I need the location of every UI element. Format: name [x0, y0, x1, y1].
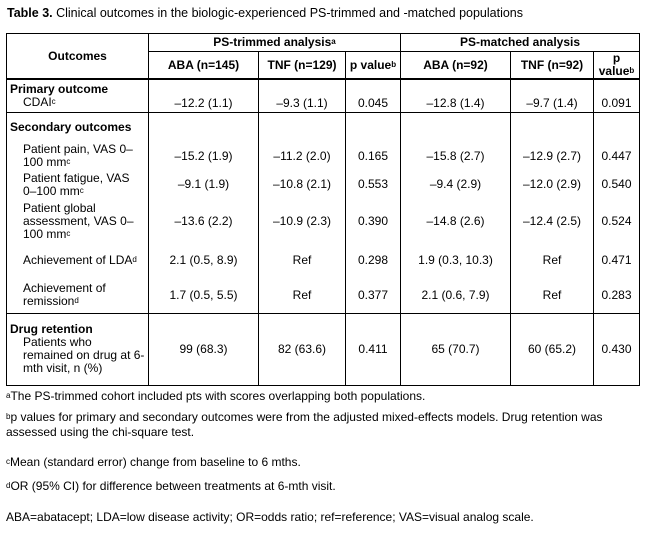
cell-value: 1.9 (0.3, 10.3) [400, 243, 511, 278]
cell-value: 0.447 [592, 142, 641, 170]
cell-value: –12.2 (1.1) [148, 79, 259, 113]
table-row: Patient fatigue, VAS 0–100 mmc –9.1 (1.9)… [6, 170, 641, 199]
cell-value: 0.390 [345, 199, 401, 243]
cell-value: 0.524 [592, 199, 641, 243]
cell-value: –15.8 (2.7) [400, 142, 511, 170]
header-outcomes: Outcomes [6, 33, 149, 80]
row-label: Achievement of remissiond [6, 278, 149, 314]
column-header: p valueb [592, 51, 641, 80]
column-header: TNF (n=129) [258, 51, 346, 80]
cell-value: 0.471 [592, 243, 641, 278]
cell-value: 1.7 (0.5, 5.5) [148, 278, 259, 314]
row-label: Patient fatigue, VAS 0–100 mmc [6, 170, 149, 199]
cell-value: –14.8 (2.6) [400, 199, 511, 243]
cell-value: 82 (63.6) [258, 313, 346, 386]
row-label: Primary outcome CDAIc [6, 79, 149, 113]
cell-value: 2.1 (0.5, 8.9) [148, 243, 259, 278]
cell-value: –12.0 (2.9) [510, 170, 594, 199]
cell-value: –9.1 (1.9) [148, 170, 259, 199]
table-title: Table 3. Clinical outcomes in the biolog… [7, 6, 524, 20]
cell-value: 0.283 [592, 278, 641, 314]
column-header: p valueb [345, 51, 401, 80]
table-row: Achievement of remissiond 1.7 (0.5, 5.5) R… [6, 278, 641, 314]
table-row: Patient global assessment, VAS 0–100 mmc… [6, 199, 641, 243]
cell-value: –9.4 (2.9) [400, 170, 511, 199]
cell-value: –9.7 (1.4) [510, 79, 594, 113]
cell-value: Ref [510, 243, 594, 278]
column-header: ABA (n=145) [148, 51, 259, 80]
cell-value: 60 (65.2) [510, 313, 594, 386]
header-ps-trimmed: PS-trimmed analysisa [148, 33, 401, 52]
section-row: Secondary outcomes [6, 112, 641, 142]
cell-value: 0.377 [345, 278, 401, 314]
cell-value: –10.8 (2.1) [258, 170, 346, 199]
cell-value: Ref [510, 278, 594, 314]
cell-value: 0.553 [345, 170, 401, 199]
row-label: Patient global assessment, VAS 0–100 mmc [6, 199, 149, 243]
cell-value: 0.430 [592, 313, 641, 386]
cell-value: 2.1 (0.6, 7.9) [400, 278, 511, 314]
cell-value: 65 (70.7) [400, 313, 511, 386]
cell-value: –9.3 (1.1) [258, 79, 346, 113]
row-label: Patient pain, VAS 0–100 mmc [6, 142, 149, 170]
table-row: Primary outcome CDAIc –12.2 (1.1) –9.3 (1.1… [6, 79, 641, 113]
cell-value: –10.9 (2.3) [258, 199, 346, 243]
cell-value: 0.411 [345, 313, 401, 386]
row-label: Drug retention Patients who remained on d… [6, 313, 149, 386]
header-row-columns: ABA (n=145) TNF (n=129) p valueb ABA (n=92)… [7, 51, 641, 80]
column-header: ABA (n=92) [400, 51, 511, 80]
section-label: Drug retention [10, 322, 93, 336]
table-row: Drug retention Patients who remained on d… [6, 313, 641, 386]
table-row: Achievement of LDAd 2.1 (0.5, 8.9) Ref 0.29… [6, 243, 641, 278]
cell-value: 0.091 [592, 79, 641, 113]
cell-value: Ref [258, 243, 346, 278]
cell-value: 0.165 [345, 142, 401, 170]
table-row: Patient pain, VAS 0–100 mmc –15.2 (1.9) –1… [6, 142, 641, 170]
section-label: Secondary outcomes [6, 112, 149, 142]
footnote: aThe PS-trimmed cohort included pts with… [6, 389, 426, 403]
row-label: Achievement of LDAd [6, 243, 149, 278]
cell-value: –12.8 (1.4) [400, 79, 511, 113]
column-header: TNF (n=92) [510, 51, 594, 80]
outcomes-table: Outcomes PS-trimmed analysisa PS-matched a… [6, 33, 641, 386]
footnote: cMean (standard error) change from basel… [6, 455, 301, 469]
cell-value: –15.2 (1.9) [148, 142, 259, 170]
header-ps-matched: PS-matched analysis [399, 33, 641, 52]
cell-value: 99 (68.3) [148, 313, 259, 386]
cell-value: –13.6 (2.2) [148, 199, 259, 243]
cell-value: –12.4 (2.5) [510, 199, 594, 243]
cell-value: 0.045 [345, 79, 401, 113]
section-label: Primary outcome [10, 81, 109, 96]
footnote: ABA=abatacept; LDA=low disease activity;… [6, 510, 534, 524]
header-row-groups: Outcomes PS-trimmed analysisa PS-matched a… [6, 33, 641, 80]
footnote: bp values for primary and secondary outc… [6, 410, 603, 439]
cell-value: 0.540 [592, 170, 641, 199]
cell-value: –11.2 (2.0) [258, 142, 346, 170]
footnote: dOR (95% CI) for difference between trea… [6, 479, 336, 493]
cell-value: 0.298 [345, 243, 401, 278]
cell-value: Ref [258, 278, 346, 314]
cell-value: –12.9 (2.7) [510, 142, 594, 170]
